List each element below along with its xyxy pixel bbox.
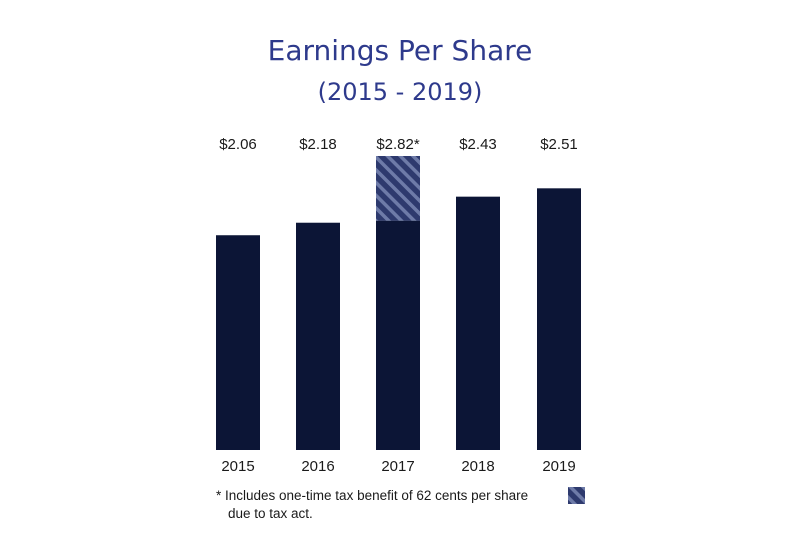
tax-benefit-legend-swatch bbox=[568, 487, 585, 504]
category-label-2017: 2017 bbox=[381, 458, 414, 475]
chart-subtitle: (2015 - 2019) bbox=[317, 78, 483, 106]
value-label-2015: $2.06 bbox=[219, 136, 257, 153]
bar-2019 bbox=[537, 188, 581, 450]
bar-2017 bbox=[376, 220, 420, 450]
value-label-2016: $2.18 bbox=[299, 136, 337, 153]
category-label-2019: 2019 bbox=[542, 458, 575, 475]
bar-2017-tax-benefit-segment bbox=[376, 156, 420, 221]
bar-2018 bbox=[456, 196, 500, 450]
value-label-2017: $2.82* bbox=[376, 136, 420, 153]
value-label-2019: $2.51 bbox=[540, 136, 578, 153]
chart-title: Earnings Per Share bbox=[267, 34, 533, 67]
footnote: * Includes one-time tax benefit of 62 ce… bbox=[216, 487, 576, 523]
bar-2015 bbox=[216, 235, 260, 450]
bar-2016 bbox=[296, 222, 340, 450]
value-label-2018: $2.43 bbox=[459, 136, 497, 153]
category-label-2018: 2018 bbox=[461, 458, 494, 475]
footnote-line-2: due to tax act. bbox=[228, 506, 313, 521]
category-label-2016: 2016 bbox=[301, 458, 334, 475]
category-label-2015: 2015 bbox=[221, 458, 254, 475]
footnote-line-1: * Includes one-time tax benefit of 62 ce… bbox=[216, 488, 529, 503]
